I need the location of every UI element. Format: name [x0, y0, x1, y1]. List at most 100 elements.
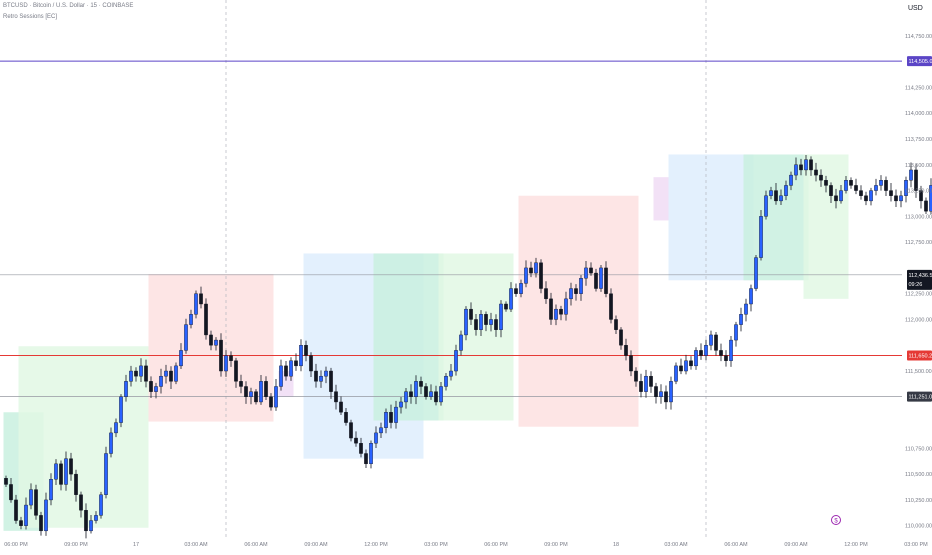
price-badge-value: 111,650.25 [909, 354, 932, 360]
candle-body [864, 196, 867, 201]
candle [609, 288, 612, 323]
candle-body [759, 216, 762, 257]
candle-body [144, 366, 147, 381]
candle-body [269, 397, 272, 407]
candle-body [799, 165, 802, 170]
candle-body [629, 356, 632, 371]
candle-body [704, 345, 707, 355]
event-marker[interactable]: $ [832, 516, 841, 525]
session-box [669, 154, 754, 280]
candle-body [479, 314, 482, 329]
candle-body [239, 381, 242, 386]
time-axis-label: 03:00 AM [184, 542, 208, 548]
candle-body [194, 294, 197, 315]
candle-body [219, 340, 222, 371]
candle-body [534, 263, 537, 273]
session-box [19, 346, 149, 527]
time-axis-label: 06:00 PM [4, 542, 28, 548]
candle-body [309, 356, 312, 371]
candle-body [234, 361, 237, 382]
candle [674, 362, 677, 384]
candle-body [404, 392, 407, 402]
candle-body [459, 335, 462, 350]
candle-body [554, 309, 557, 319]
candle-body [359, 443, 362, 453]
candle-body [264, 381, 267, 396]
candle [889, 183, 892, 202]
candle-body [24, 505, 27, 526]
candle-body [599, 268, 602, 289]
time-axis-label: 09:00 PM [64, 542, 88, 548]
candle-body [709, 335, 712, 345]
price-axis-label: 113,250.00 [905, 189, 932, 195]
session-boxes [4, 154, 849, 530]
candle-body [719, 350, 722, 355]
candle-body [659, 392, 662, 397]
price-axis-label: 110,000.00 [905, 524, 932, 530]
candle [859, 185, 862, 199]
svg-text:$: $ [834, 519, 838, 525]
time-axis-label: 17 [133, 542, 139, 548]
candle-body [909, 170, 912, 180]
candle-body [484, 314, 487, 324]
candle-body [389, 412, 392, 422]
candle [34, 485, 37, 520]
candle-body [714, 335, 717, 350]
candle-body [424, 386, 427, 396]
candle-body [499, 304, 502, 330]
session-box [519, 196, 639, 427]
candle-body [394, 407, 397, 422]
candle-body [224, 356, 227, 371]
candle-body [589, 268, 592, 273]
price-badge-value: 111,251.01 [909, 395, 932, 401]
candle-body [684, 361, 687, 371]
price-badge-value: 112,436.51 [909, 273, 932, 279]
candle [299, 339, 302, 371]
candle-body [119, 397, 122, 423]
candle [104, 447, 107, 499]
candle [99, 492, 102, 519]
candle-body [894, 196, 897, 201]
candle [874, 179, 877, 195]
candle-body [164, 371, 167, 376]
time-axis-label: 09:00 AM [784, 542, 808, 548]
indicator-label[interactable]: Retro Sessions [EC] [3, 14, 57, 20]
candle-body [189, 314, 192, 324]
candle-body [489, 319, 492, 324]
candle-body [779, 196, 782, 201]
candle-body [569, 289, 572, 299]
candle [734, 322, 737, 347]
candle-body [34, 490, 37, 516]
candle-body [434, 392, 437, 402]
candle-body [649, 376, 652, 386]
currency-label[interactable]: USD [908, 5, 923, 12]
candle-body [9, 484, 12, 499]
candle-body [594, 273, 597, 288]
price-axis-label: 113,750.00 [905, 137, 932, 143]
candle-body [634, 371, 637, 381]
time-axis-label: 09:00 AM [304, 542, 328, 548]
session-box [654, 177, 669, 220]
candle-body [349, 423, 352, 438]
candle-body [574, 289, 577, 294]
candle-body [769, 191, 772, 196]
candle-body [604, 268, 607, 294]
candle-body [844, 180, 847, 190]
price-axis-label: 114,250.00 [905, 85, 932, 91]
candle [349, 420, 352, 442]
candle [849, 177, 852, 188]
candle-body [374, 433, 377, 443]
candle-body [679, 366, 682, 371]
candle-body [444, 376, 447, 386]
candle-body [454, 350, 457, 371]
price-axis-label: 113,000.00 [905, 214, 932, 220]
candle-body [514, 289, 517, 294]
candle [879, 175, 882, 190]
candle-body [644, 376, 647, 391]
candle-body [99, 495, 102, 516]
candle-body [539, 263, 542, 289]
candle-body [139, 366, 142, 376]
candle-body [409, 392, 412, 397]
candle [464, 306, 467, 340]
